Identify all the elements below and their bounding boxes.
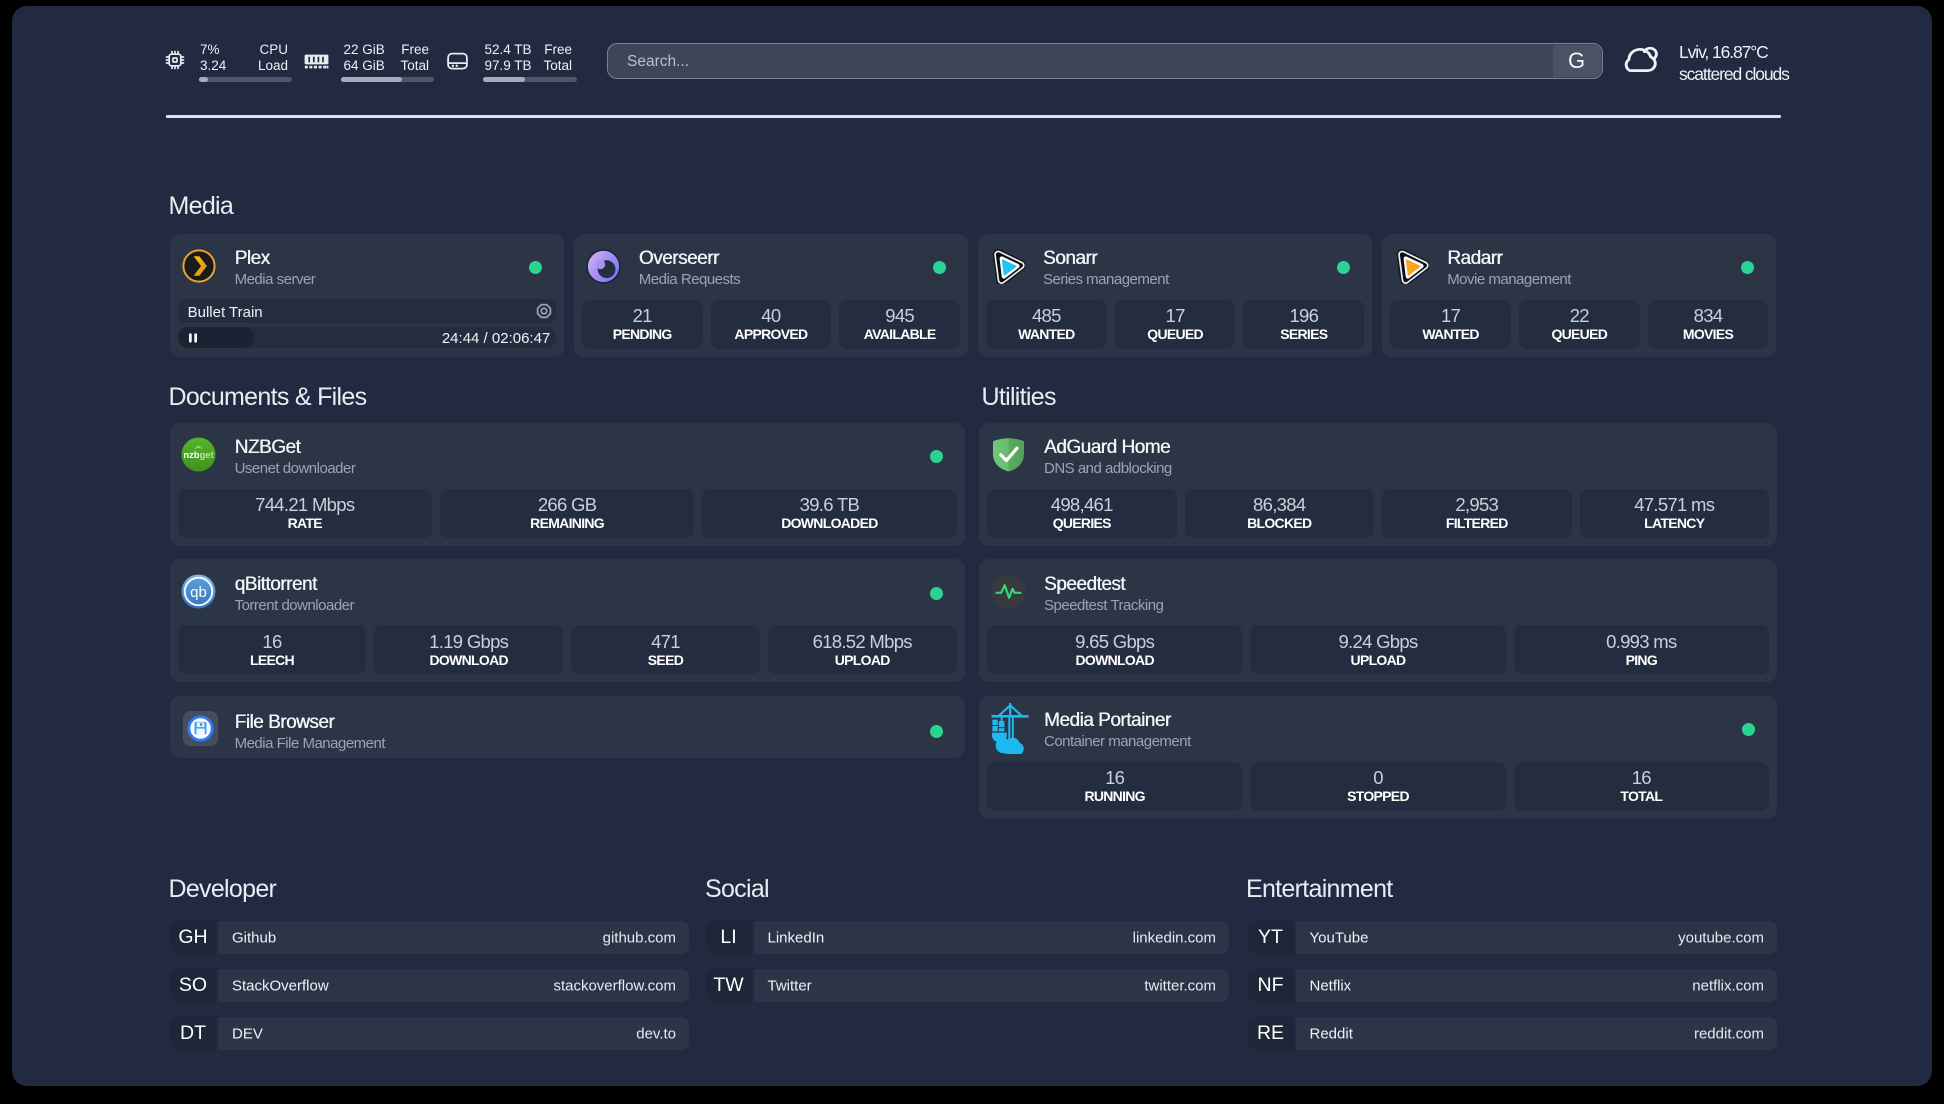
svg-text:qb: qb <box>190 584 207 601</box>
svg-text:nzbget: nzbget <box>183 449 213 460</box>
